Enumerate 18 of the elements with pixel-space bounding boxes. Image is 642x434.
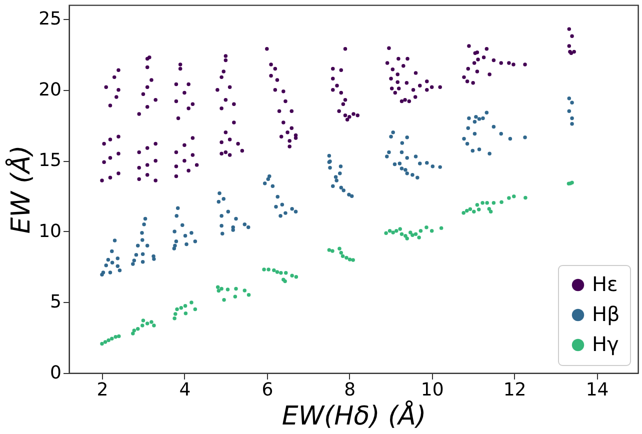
x-tick-label: 12 xyxy=(503,380,526,400)
x-tick-label: 10 xyxy=(420,380,444,400)
y-tick-label: 0 xyxy=(50,362,62,384)
y-tick-label: 25 xyxy=(38,8,62,30)
x-tick-label: 14 xyxy=(586,380,609,400)
y-tick-label: 5 xyxy=(50,292,62,313)
y-tick-label: 20 xyxy=(38,79,62,100)
y-tick-label: 10 xyxy=(38,220,62,242)
x-tick-label: 4 xyxy=(179,380,191,400)
x-tick-label: 8 xyxy=(344,380,356,400)
x-axis-title: EW(Hδ) (Å) xyxy=(282,400,426,432)
legend-label: Hε xyxy=(592,272,618,296)
x-tick-label: 6 xyxy=(262,380,274,400)
x-tick-label: 2 xyxy=(96,380,108,400)
legend-label: Hβ xyxy=(592,302,620,326)
y-tick-label: 15 xyxy=(38,150,62,172)
y-axis-title: EW (Å) xyxy=(4,145,37,234)
legend-label: Hγ xyxy=(592,332,620,356)
